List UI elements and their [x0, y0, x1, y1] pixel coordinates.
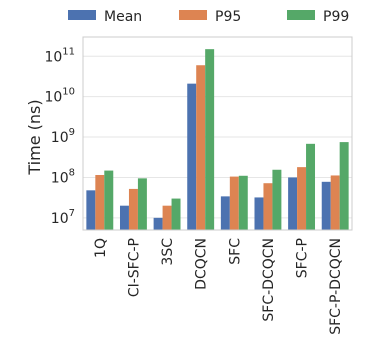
legend-swatch-p99	[287, 10, 315, 20]
bar-mean-ci-sfc-p	[119, 205, 129, 230]
bar-mean-3sc	[153, 217, 163, 230]
y-tick-label: 107	[51, 208, 75, 227]
y-tick-label: 108	[51, 167, 75, 186]
legend-label-mean: Mean	[104, 9, 142, 25]
bar-mean-1q	[86, 190, 96, 230]
y-tick-label: 1011	[44, 46, 75, 65]
bar-p95-sfc	[229, 176, 239, 230]
bar-p99-sfc-dcqcn	[272, 169, 282, 230]
y-tick-label: 109	[51, 127, 75, 146]
x-tick-label: SFC	[227, 238, 243, 265]
bar-p95-dcqcn	[196, 65, 206, 230]
y-tick-labels: 107 108 109 1010 1011	[44, 46, 75, 227]
x-tick-label: SFC-P-DCQCN	[328, 238, 344, 335]
bar-p99-1q	[104, 170, 114, 230]
x-tick-label: DCQCN	[194, 238, 210, 290]
x-tick-label: 3SC	[160, 238, 176, 266]
legend-label-p99: P99	[323, 9, 349, 25]
bar-p95-sfc-p	[297, 167, 307, 230]
bar-p95-sfc-p-dcqcn	[330, 175, 340, 230]
bar-mean-sfc-dcqcn	[254, 197, 264, 230]
x-tick-labels: 1Q CI-SFC-P 3SC DCQCN SFC SFC-DCQCN SFC-P SFC-P…	[93, 238, 344, 335]
legend-label-p95: P95	[215, 9, 241, 25]
bar-p99-sfc-p	[306, 143, 316, 230]
x-tick-label: SFC-P	[295, 238, 311, 278]
bar-p99-3sc	[171, 198, 181, 230]
bar-p95-1q	[95, 174, 105, 230]
bar-mean-sfc-p-dcqcn	[321, 181, 331, 230]
bar-mean-sfc	[220, 196, 230, 230]
legend-swatch-mean	[68, 10, 96, 20]
bar-p99-sfc	[238, 175, 248, 230]
y-tick-label: 1010	[44, 87, 75, 106]
bar-mean-sfc-p	[288, 177, 298, 230]
bar-p99-dcqcn	[205, 49, 215, 231]
bar-mean-dcqcn	[187, 83, 197, 230]
y-axis-label: Time (ns)	[25, 99, 44, 175]
bar-p95-3sc	[162, 205, 172, 230]
x-tick-label: CI-SFC-P	[126, 238, 142, 297]
bar-p99-ci-sfc-p	[137, 178, 147, 230]
legend: Mean P95 P99	[68, 9, 349, 25]
bars	[86, 49, 349, 231]
x-tick-label: SFC-DCQCN	[261, 238, 277, 322]
legend-swatch-p95	[179, 10, 207, 20]
bar-p95-ci-sfc-p	[128, 188, 138, 230]
bar-p95-sfc-dcqcn	[263, 183, 273, 230]
plot-area-frame	[82, 36, 353, 231]
x-tick-label: 1Q	[93, 238, 109, 258]
bar-p99-sfc-p-dcqcn	[339, 142, 349, 230]
